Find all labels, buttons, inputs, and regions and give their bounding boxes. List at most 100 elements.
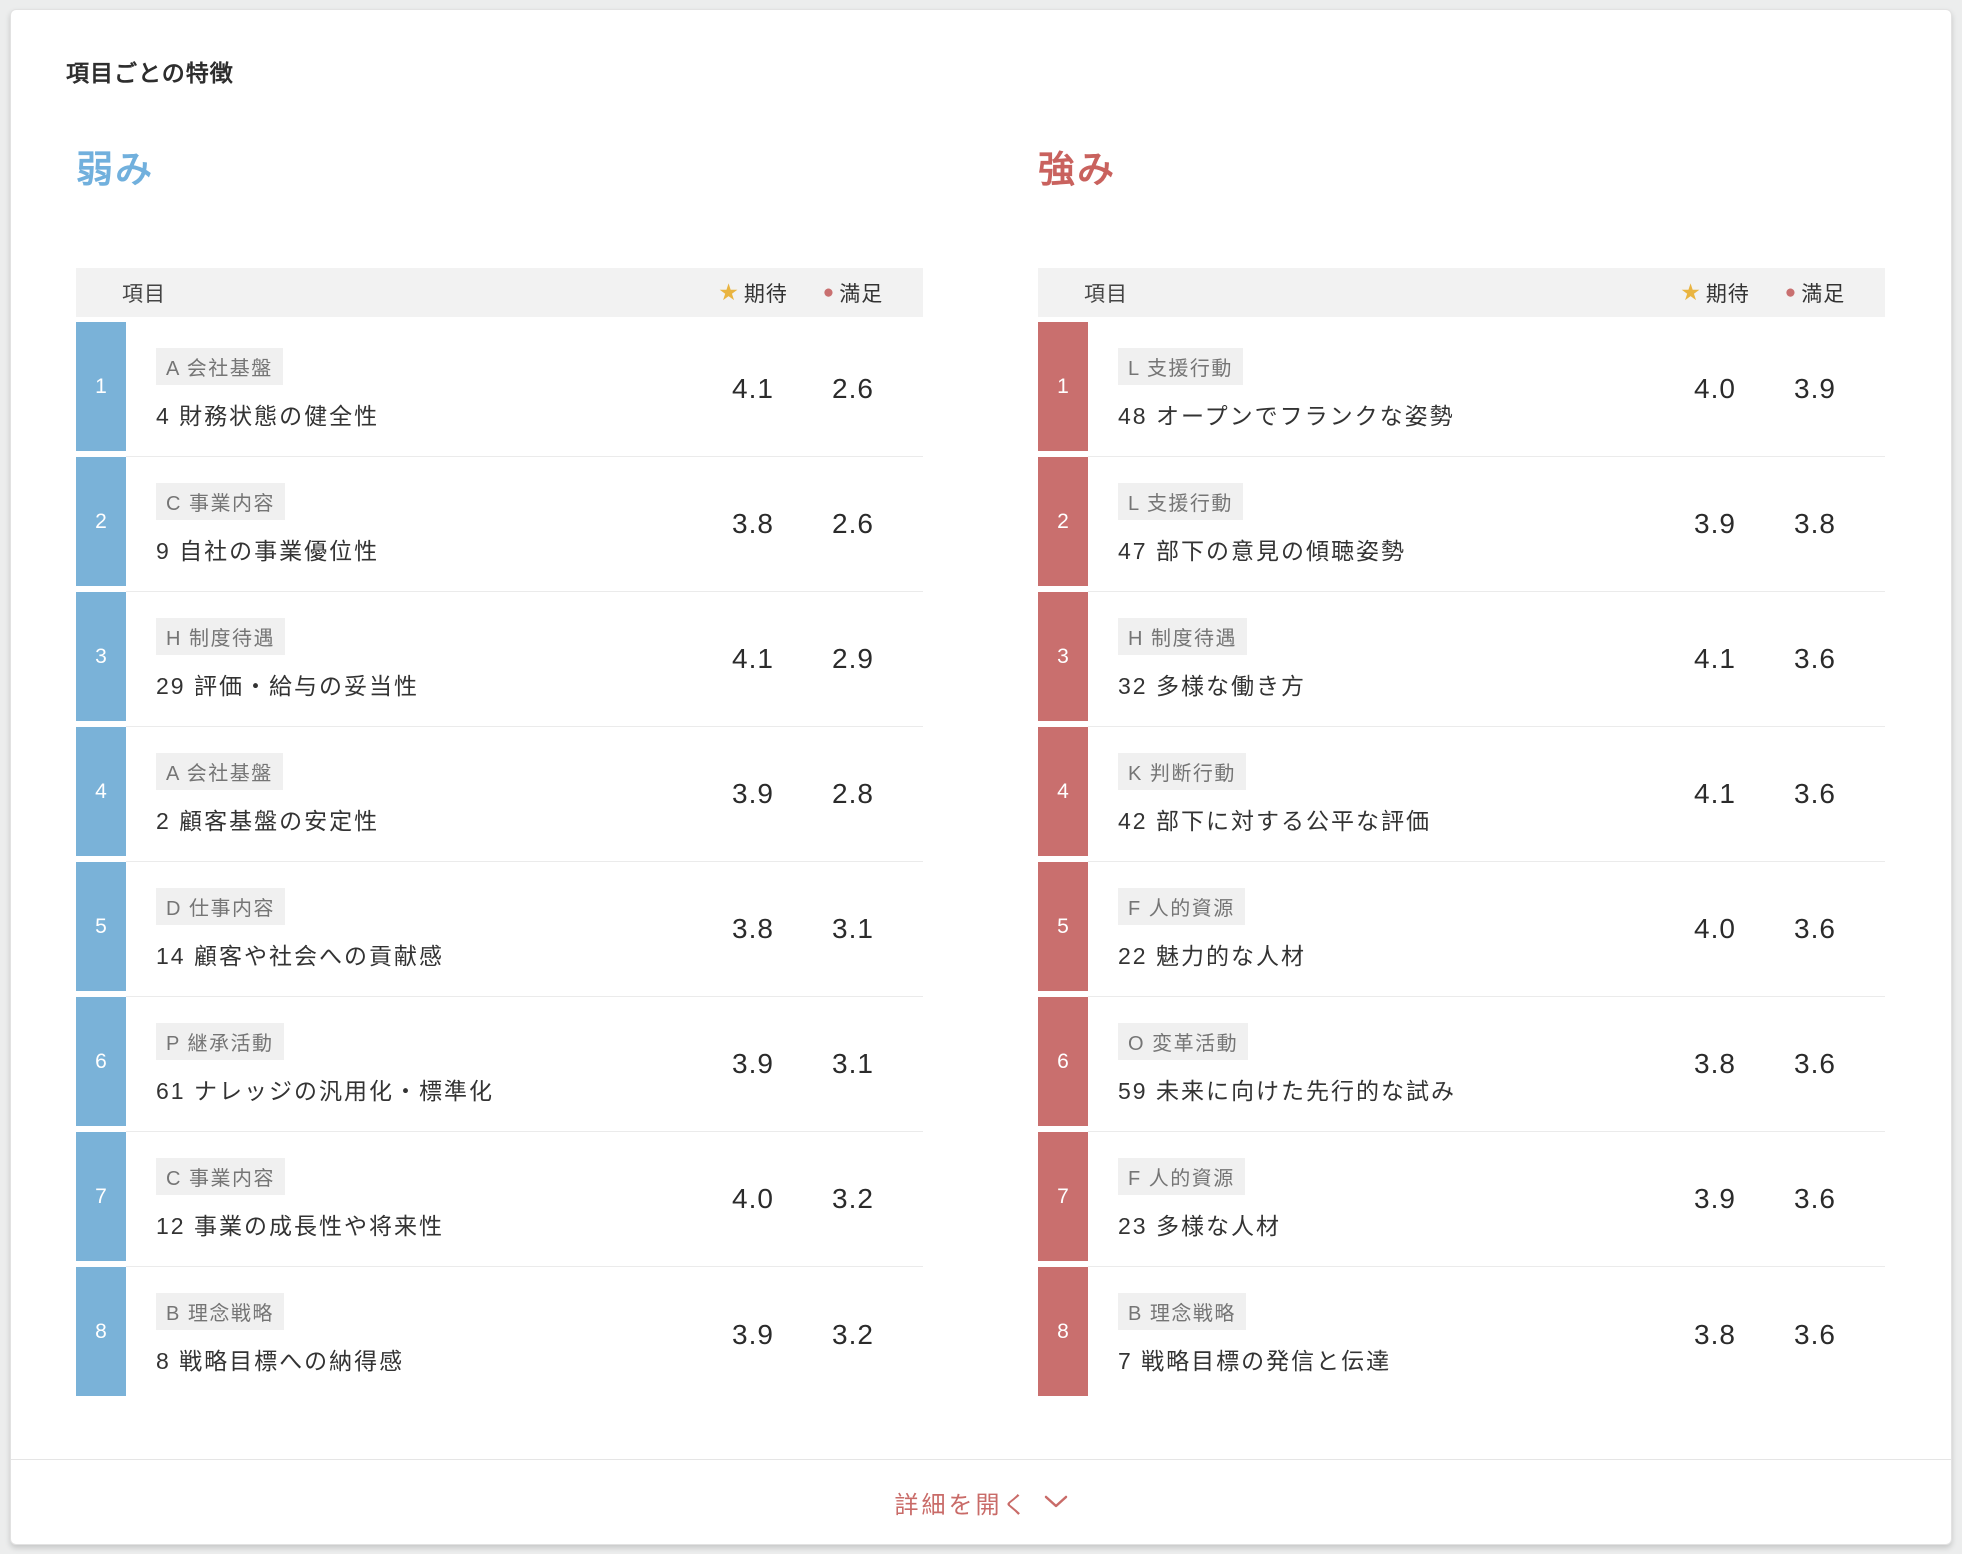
category-tag: H 制度待遇 bbox=[1118, 617, 1247, 655]
satisfy-value: 2.6 bbox=[832, 508, 874, 539]
chevron-down-icon bbox=[1044, 1495, 1067, 1508]
item-label: 8 戦略目標への納得感 bbox=[156, 1348, 405, 1374]
table-row: 5 D 仕事内容 14 顧客や社会への貢献感 3.8 3.1 bbox=[76, 862, 923, 997]
satisfy-value: 3.2 bbox=[832, 1318, 874, 1350]
satisfy-value: 2.8 bbox=[832, 778, 874, 809]
satisfy-value: 3.2 bbox=[832, 1183, 874, 1214]
satisfy-value: 3.8 bbox=[1794, 508, 1836, 539]
expect-value: 3.8 bbox=[1694, 1318, 1736, 1350]
strengths-section: 強み 項目 ★ 期待 ● 満足 1 L 支援行動 48 オープンでフランクな姿勢 … bbox=[1038, 148, 1885, 1402]
category-tag: F 人的資源 bbox=[1118, 887, 1245, 925]
expect-column-label: 期待 bbox=[743, 282, 788, 306]
item-label: 4 財務状態の健全性 bbox=[156, 402, 380, 429]
features-card: 項目ごとの特徴 弱み 項目 ★ 期待 ● 満足 1 A 会社基盤 4 財務状態の健… bbox=[10, 9, 1952, 1545]
details-toggle-button[interactable]: 詳細を開く bbox=[895, 1485, 1068, 1520]
satisfy-column-header: ● 満足 bbox=[1765, 278, 1865, 308]
category-tag: A 会社基盤 bbox=[156, 752, 283, 790]
item-label: 32 多様な働き方 bbox=[1118, 672, 1306, 699]
category-tag: H 制度待遇 bbox=[156, 617, 285, 655]
satisfy-value: 3.6 bbox=[1794, 778, 1836, 809]
table-row: 8 B 理念戦略 8 戦略目標への納得感 3.9 3.2 bbox=[76, 1267, 923, 1402]
satisfy-value: 3.6 bbox=[1794, 643, 1836, 674]
category-tag: P 継承活動 bbox=[156, 1022, 284, 1060]
item-label: 23 多様な人材 bbox=[1118, 1212, 1281, 1239]
weaknesses-heading: 弱み bbox=[76, 149, 154, 190]
rank-badge: 1 bbox=[76, 322, 126, 451]
satisfy-value: 3.9 bbox=[1794, 373, 1836, 404]
rank-badge: 2 bbox=[1038, 457, 1088, 586]
category-tag: L 支援行動 bbox=[1118, 482, 1243, 520]
card-footer: 詳細を開く bbox=[11, 1459, 1951, 1544]
rank-badge: 8 bbox=[76, 1267, 126, 1396]
rank-badge: 5 bbox=[1038, 862, 1088, 991]
details-toggle-label: 詳細を開く bbox=[894, 1491, 1030, 1519]
rank-badge: 3 bbox=[76, 592, 126, 721]
category-tag: L 支援行動 bbox=[1118, 347, 1243, 385]
strengths-table-header: 項目 ★ 期待 ● 満足 bbox=[1038, 268, 1885, 317]
rank-badge: 4 bbox=[1038, 727, 1088, 856]
expect-value: 4.1 bbox=[1694, 643, 1736, 674]
table-row: 4 A 会社基盤 2 顧客基盤の安定性 3.9 2.8 bbox=[76, 727, 923, 862]
strengths-table-body: 1 L 支援行動 48 オープンでフランクな姿勢 4.0 3.9 2 L 支援行動… bbox=[1038, 322, 1885, 1402]
expect-value: 4.0 bbox=[1694, 913, 1736, 944]
item-label: 9 自社の事業優位性 bbox=[156, 537, 380, 564]
weaknesses-section: 弱み 項目 ★ 期待 ● 満足 1 A 会社基盤 4 財務状態の健全性 4.1 2… bbox=[76, 148, 923, 1402]
table-row: 3 H 制度待遇 32 多様な働き方 4.1 3.6 bbox=[1038, 592, 1885, 727]
rank-badge: 1 bbox=[1038, 322, 1088, 451]
expect-value: 4.0 bbox=[1694, 373, 1736, 404]
category-tag: F 人的資源 bbox=[1118, 1157, 1245, 1195]
satisfy-value: 3.1 bbox=[832, 913, 874, 944]
category-tag: K 判断行動 bbox=[1118, 752, 1246, 790]
table-row: 1 A 会社基盤 4 財務状態の健全性 4.1 2.6 bbox=[76, 322, 923, 457]
category-tag: D 仕事内容 bbox=[156, 887, 285, 925]
category-tag: C 事業内容 bbox=[156, 1157, 285, 1195]
expect-value: 3.8 bbox=[732, 913, 774, 944]
satisfy-value: 3.6 bbox=[1794, 1318, 1836, 1350]
table-row: 8 B 理念戦略 7 戦略目標の発信と伝達 3.8 3.6 bbox=[1038, 1267, 1885, 1402]
star-icon: ★ bbox=[718, 279, 740, 305]
item-label: 47 部下の意見の傾聴姿勢 bbox=[1118, 537, 1406, 564]
category-tag: O 変革活動 bbox=[1118, 1022, 1249, 1060]
item-label: 14 顧客や社会への貢献感 bbox=[156, 942, 444, 969]
expect-value: 4.1 bbox=[732, 373, 774, 404]
star-icon: ★ bbox=[1680, 279, 1702, 305]
satisfy-value: 2.6 bbox=[832, 373, 874, 404]
expect-column-header: ★ 期待 bbox=[703, 278, 803, 308]
table-row: 1 L 支援行動 48 オープンでフランクな姿勢 4.0 3.9 bbox=[1038, 322, 1885, 457]
expect-value: 3.9 bbox=[1694, 1183, 1736, 1214]
table-row: 5 F 人的資源 22 魅力的な人材 4.0 3.6 bbox=[1038, 862, 1885, 997]
item-label: 2 顧客基盤の安定性 bbox=[156, 807, 380, 834]
expect-value: 3.8 bbox=[1694, 1048, 1736, 1079]
weaknesses-table-body: 1 A 会社基盤 4 財務状態の健全性 4.1 2.6 2 C 事業内容 9 自社の… bbox=[76, 322, 923, 1402]
expect-value: 4.1 bbox=[1694, 778, 1736, 809]
expect-value: 3.9 bbox=[732, 778, 774, 809]
expect-column-header: ★ 期待 bbox=[1665, 278, 1765, 308]
expect-value: 3.9 bbox=[1694, 508, 1736, 539]
table-row: 7 F 人的資源 23 多様な人材 3.9 3.6 bbox=[1038, 1132, 1885, 1267]
rank-badge: 5 bbox=[76, 862, 126, 991]
expect-value: 4.1 bbox=[732, 643, 774, 674]
table-row: 7 C 事業内容 12 事業の成長性や将来性 4.0 3.2 bbox=[76, 1132, 923, 1267]
satisfy-value: 3.6 bbox=[1794, 913, 1836, 944]
item-column-header: 項目 bbox=[1084, 282, 1128, 306]
expect-value: 3.9 bbox=[732, 1318, 774, 1350]
table-row: 6 O 変革活動 59 未来に向けた先行的な試み 3.8 3.6 bbox=[1038, 997, 1885, 1132]
expect-value: 3.8 bbox=[732, 508, 774, 539]
table-row: 6 P 継承活動 61 ナレッジの汎用化・標準化 3.9 3.1 bbox=[76, 997, 923, 1132]
category-tag: B 理念戦略 bbox=[156, 1293, 284, 1330]
expect-value: 4.0 bbox=[732, 1183, 774, 1214]
item-label: 29 評価・給与の妥当性 bbox=[156, 672, 419, 699]
table-row: 2 L 支援行動 47 部下の意見の傾聴姿勢 3.9 3.8 bbox=[1038, 457, 1885, 592]
rank-badge: 6 bbox=[1038, 997, 1088, 1126]
category-tag: B 理念戦略 bbox=[1118, 1293, 1246, 1330]
circle-icon: ● bbox=[1784, 282, 1798, 303]
satisfy-value: 3.1 bbox=[832, 1048, 874, 1079]
satisfy-value: 3.6 bbox=[1794, 1183, 1836, 1214]
satisfy-column-header: ● 満足 bbox=[803, 278, 903, 308]
category-tag: C 事業内容 bbox=[156, 482, 285, 520]
card-content: 弱み 項目 ★ 期待 ● 満足 1 A 会社基盤 4 財務状態の健全性 4.1 2… bbox=[11, 88, 1951, 1402]
table-row: 3 H 制度待遇 29 評価・給与の妥当性 4.1 2.9 bbox=[76, 592, 923, 727]
item-label: 48 オープンでフランクな姿勢 bbox=[1118, 402, 1455, 429]
rank-badge: 3 bbox=[1038, 592, 1088, 721]
weaknesses-table-header: 項目 ★ 期待 ● 満足 bbox=[76, 268, 923, 317]
